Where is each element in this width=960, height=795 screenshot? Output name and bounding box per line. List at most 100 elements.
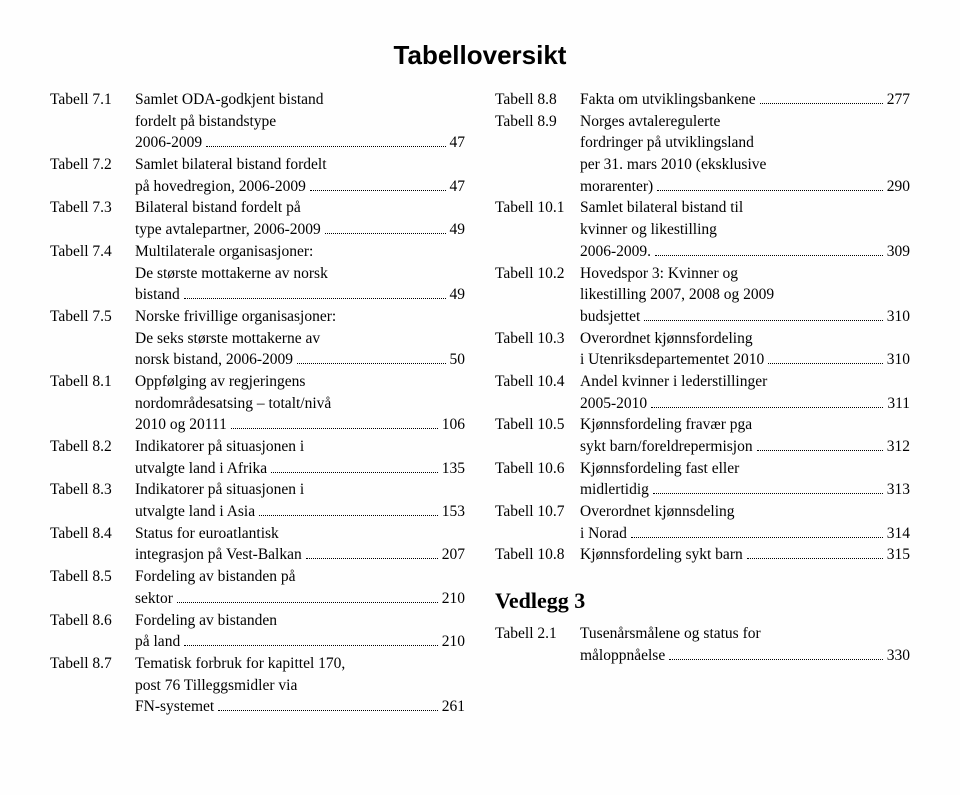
leader-dots [184, 298, 446, 299]
entry-page: 47 [450, 132, 466, 154]
entry-page: 310 [887, 349, 910, 371]
leader-dots [655, 255, 883, 256]
entry-last-line: måloppnåelse330 [580, 645, 910, 667]
entry-body: Multilaterale organisasjoner:De største … [135, 241, 465, 306]
entry-page: 277 [887, 89, 910, 111]
entry-body: Tusenårsmålene og status formåloppnåelse… [580, 623, 910, 666]
entry-desc-line: Overordnet kjønnsfordeling [580, 328, 910, 350]
entry-desc-line: kvinner og likestilling [580, 219, 910, 241]
entry-page: 210 [442, 588, 465, 610]
entry-last-line: utvalgte land i Asia153 [135, 501, 465, 523]
entry-label: Tabell 8.2 [50, 436, 135, 458]
leader-dots [747, 558, 883, 559]
entry-body: Overordnet kjønnsdelingi Norad314 [580, 501, 910, 544]
entry-body: Hovedspor 3: Kvinner oglikestilling 2007… [580, 263, 910, 328]
leader-dots [757, 450, 883, 451]
toc-entry: Tabell 7.1Samlet ODA-godkjent bistandfor… [50, 89, 465, 154]
entry-label: Tabell 8.8 [495, 89, 580, 111]
entry-last-text: 2010 og 20111 [135, 414, 227, 436]
entry-last-line: 2006-2009.309 [580, 241, 910, 263]
entry-desc-line: Indikatorer på situasjonen i [135, 479, 465, 501]
leader-dots [653, 493, 883, 494]
entry-last-text: 2006-2009. [580, 241, 651, 263]
entry-last-text: norsk bistand, 2006-2009 [135, 349, 293, 371]
entry-page: 312 [887, 436, 910, 458]
toc-entry: Tabell 10.1Samlet bilateral bistand tilk… [495, 197, 910, 262]
entry-desc-line: Fordeling av bistanden på [135, 566, 465, 588]
leader-dots [206, 146, 445, 147]
toc-entry: Tabell 8.8Fakta om utviklingsbankene 277 [495, 89, 910, 111]
entry-body: Kjønnsfordeling sykt barn315 [580, 544, 910, 566]
entry-page: 311 [887, 393, 910, 415]
leader-dots [259, 515, 438, 516]
entry-last-text: FN-systemet [135, 696, 214, 718]
toc-entry: Tabell 8.9Norges avtaleregulertefordring… [495, 111, 910, 198]
columns-container: Tabell 7.1Samlet ODA-godkjent bistandfor… [50, 89, 910, 718]
entry-desc-line: Oppfølging av regjeringens [135, 371, 465, 393]
entry-label: Tabell 2.1 [495, 623, 580, 645]
entry-page: 207 [442, 544, 465, 566]
entry-last-line: Kjønnsfordeling sykt barn315 [580, 544, 910, 566]
entry-desc-line: Samlet bilateral bistand fordelt [135, 154, 465, 176]
entry-last-text: bistand [135, 284, 180, 306]
entry-last-text: Fakta om utviklingsbankene [580, 89, 756, 111]
toc-entry: Tabell 2.1Tusenårsmålene og status formå… [495, 623, 910, 666]
toc-entry: Tabell 8.4Status for euroatlantiskintegr… [50, 523, 465, 566]
entry-page: 49 [450, 284, 466, 306]
entry-desc-line: fordringer på utviklingsland [580, 132, 910, 154]
entry-page: 210 [442, 631, 465, 653]
leader-dots [768, 363, 883, 364]
entry-last-text: i Norad [580, 523, 627, 545]
entry-label: Tabell 10.6 [495, 458, 580, 480]
entry-label: Tabell 10.7 [495, 501, 580, 523]
toc-entry: Tabell 8.1Oppfølging av regjeringensnord… [50, 371, 465, 436]
left-column: Tabell 7.1Samlet ODA-godkjent bistandfor… [50, 89, 465, 718]
entry-last-line: sykt barn/foreldrepermisjon312 [580, 436, 910, 458]
leader-dots [644, 320, 882, 321]
entry-page: 314 [887, 523, 910, 545]
entry-last-line: midlertidig313 [580, 479, 910, 501]
entry-last-line: 2006-2009 47 [135, 132, 465, 154]
leader-dots [184, 645, 438, 646]
entry-body: Norske frivillige organisasjoner:De seks… [135, 306, 465, 371]
toc-entry: Tabell 8.3Indikatorer på situasjonen iut… [50, 479, 465, 522]
leader-dots [271, 472, 438, 473]
entry-label: Tabell 10.2 [495, 263, 580, 285]
entry-last-line: budsjettet310 [580, 306, 910, 328]
entry-desc-line: Samlet bilateral bistand til [580, 197, 910, 219]
entry-desc-line: Norges avtaleregulerte [580, 111, 910, 133]
leader-dots [218, 710, 438, 711]
leader-dots [310, 190, 446, 191]
entry-label: Tabell 10.5 [495, 414, 580, 436]
entry-label: Tabell 10.3 [495, 328, 580, 350]
entry-last-text: utvalgte land i Asia [135, 501, 255, 523]
entry-last-text: på land [135, 631, 180, 653]
entry-label: Tabell 8.5 [50, 566, 135, 588]
entry-last-text: 2006-2009 [135, 132, 202, 154]
entry-last-line: morarenter)290 [580, 176, 910, 198]
entry-label: Tabell 8.7 [50, 653, 135, 675]
entry-label: Tabell 7.1 [50, 89, 135, 111]
entry-label: Tabell 7.2 [50, 154, 135, 176]
entry-label: Tabell 8.9 [495, 111, 580, 133]
toc-entry: Tabell 10.6Kjønnsfordeling fast ellermid… [495, 458, 910, 501]
entry-last-line: utvalgte land i Afrika135 [135, 458, 465, 480]
leader-dots [231, 428, 438, 429]
entry-desc-line: Tematisk forbruk for kapittel 170, [135, 653, 465, 675]
entry-last-line: 2010 og 20111106 [135, 414, 465, 436]
entry-body: Kjønnsfordeling fravær pgasykt barn/fore… [580, 414, 910, 457]
toc-entry: Tabell 7.3Bilateral bistand fordelt påty… [50, 197, 465, 240]
entry-last-line: sektor210 [135, 588, 465, 610]
entry-body: Norges avtaleregulertefordringer på utvi… [580, 111, 910, 198]
entry-page: 310 [887, 306, 910, 328]
entry-label: Tabell 8.1 [50, 371, 135, 393]
entry-body: Fordeling av bistanden påsektor210 [135, 566, 465, 609]
leader-dots [177, 602, 438, 603]
entry-last-line: bistand 49 [135, 284, 465, 306]
entry-body: Fordeling av bistandenpå land210 [135, 610, 465, 653]
entry-label: Tabell 7.4 [50, 241, 135, 263]
entry-body: Samlet bilateral bistand fordeltpå hoved… [135, 154, 465, 197]
toc-entry: Tabell 8.7Tematisk forbruk for kapittel … [50, 653, 465, 718]
entry-last-text: type avtalepartner, 2006-2009 [135, 219, 321, 241]
entry-desc-line: Hovedspor 3: Kvinner og [580, 263, 910, 285]
